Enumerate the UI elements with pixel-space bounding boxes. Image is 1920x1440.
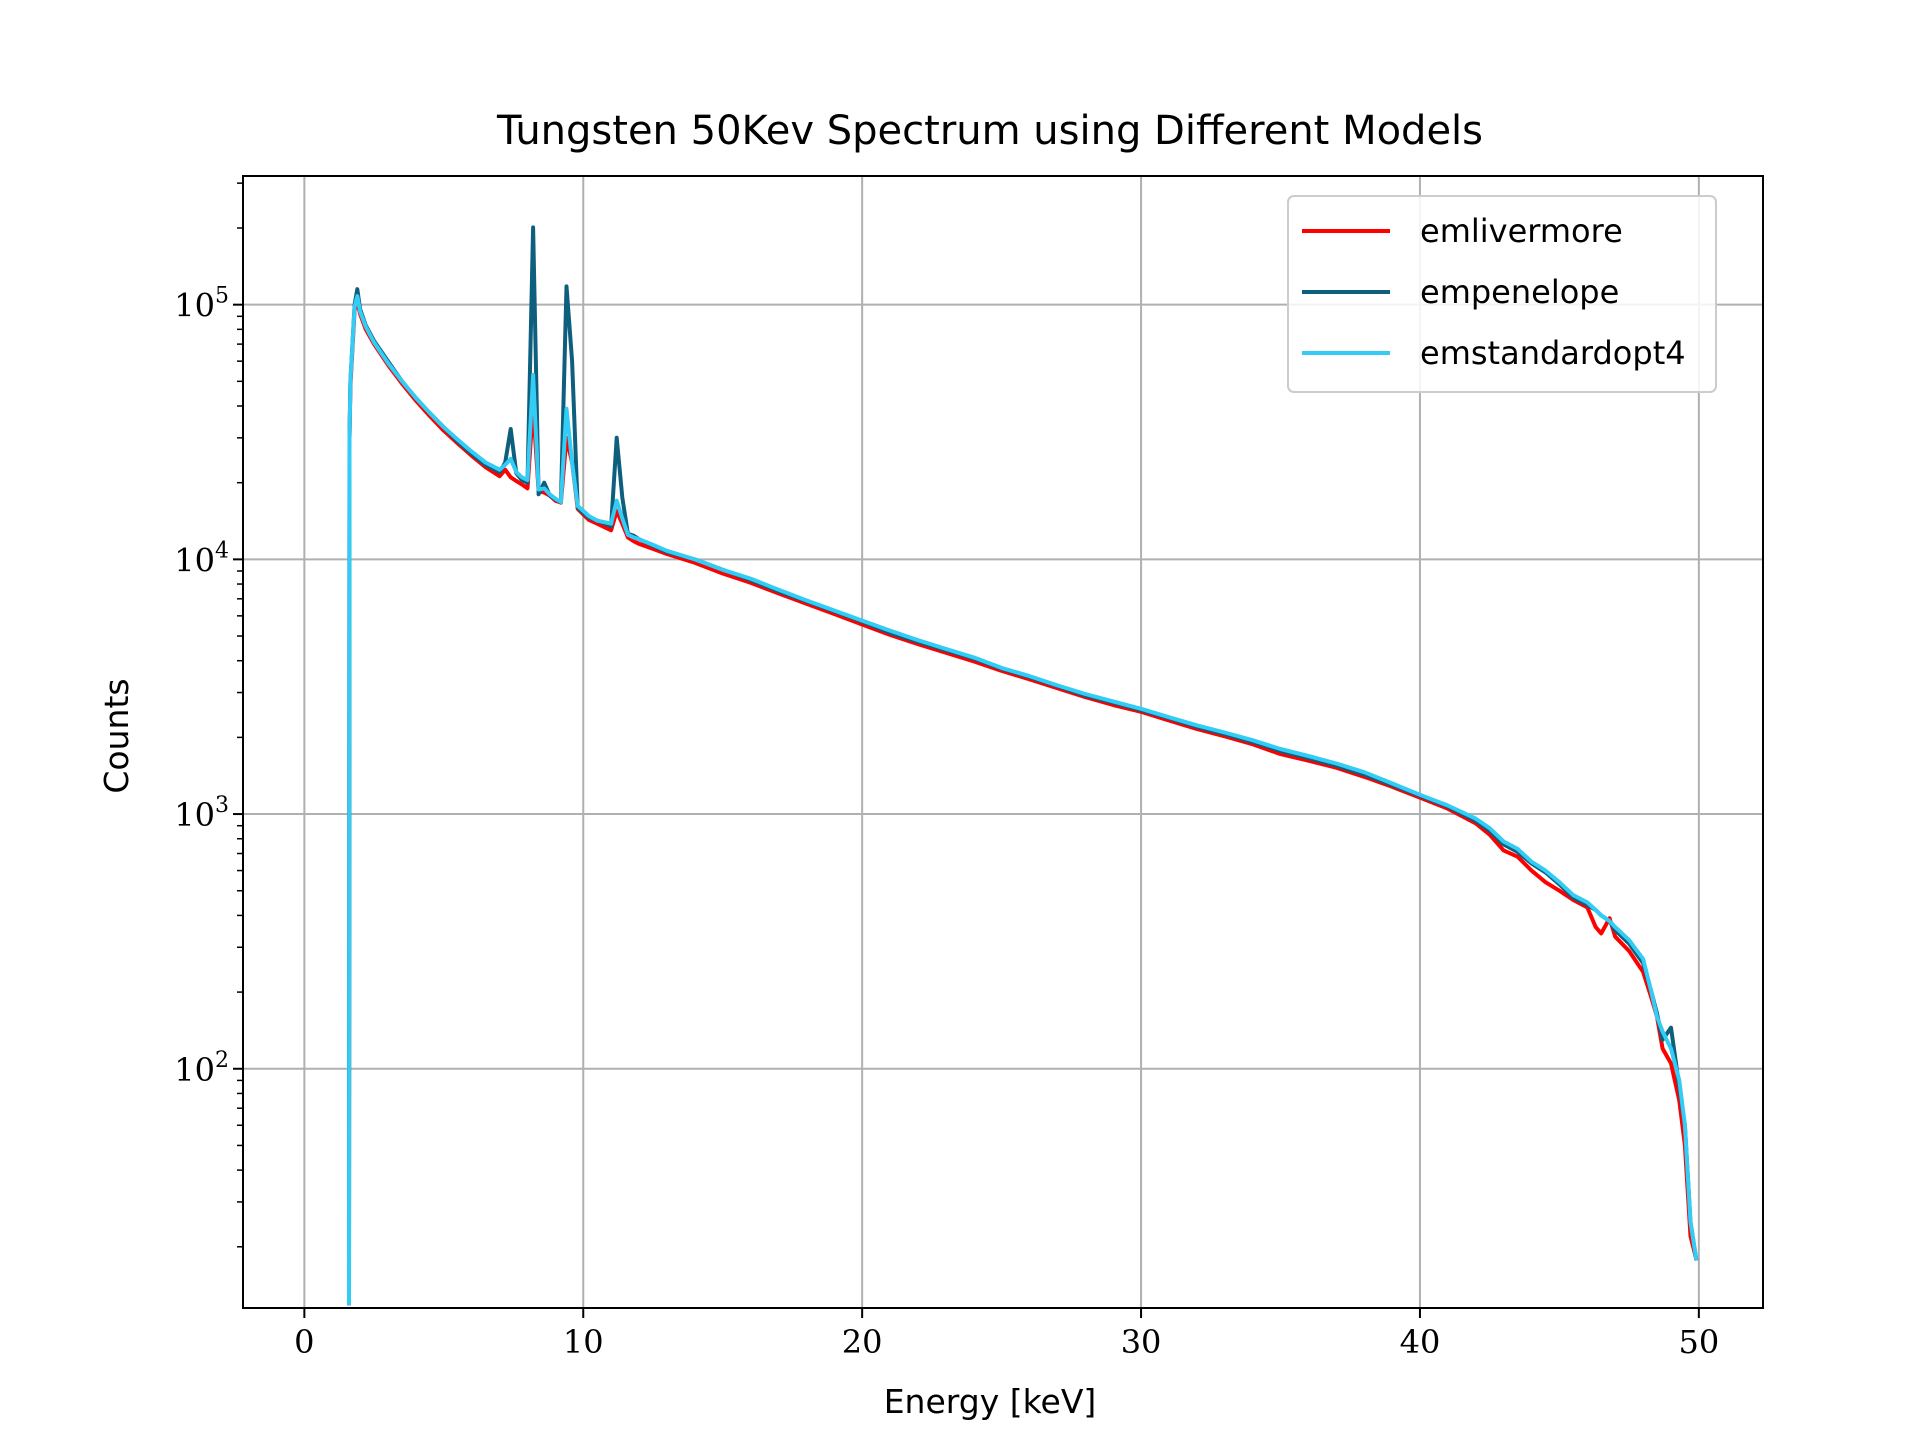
x-tick-label: 30 <box>1121 1323 1162 1361</box>
y-tick-base: 10 <box>174 541 215 579</box>
y-tick-label: 105 <box>174 284 229 325</box>
y-tick-exponent: 3 <box>215 793 229 818</box>
y-tick-label: 102 <box>174 1048 229 1089</box>
axes-frame <box>242 175 1764 1309</box>
y-axis-label: Counts <box>97 678 136 793</box>
chart-title: Tungsten 50Kev Spectrum using Different … <box>496 108 1483 154</box>
legend-label-empenelope: empenelope <box>1420 273 1619 311</box>
y-tick-exponent: 5 <box>215 284 229 309</box>
series-line-emstandardopt4 <box>346 294 1699 1306</box>
x-axis-label: Energy [keV] <box>884 1382 1097 1421</box>
y-tick-label: 104 <box>174 538 229 579</box>
series-line-emlivermore <box>346 299 1699 1306</box>
x-tick-label: 40 <box>1400 1323 1441 1361</box>
y-tick-exponent: 2 <box>215 1048 229 1073</box>
y-tick-base: 10 <box>174 1051 215 1089</box>
legend: emlivermore empenelope emstandardopt4 <box>1287 195 1717 393</box>
y-tick-exponent: 4 <box>215 538 229 563</box>
legend-label-emlivermore: emlivermore <box>1420 212 1623 250</box>
series-lines <box>346 225 1699 1306</box>
x-tick-label: 10 <box>563 1323 604 1361</box>
x-tick-label: 0 <box>294 1323 314 1361</box>
y-tick-label: 103 <box>174 793 229 834</box>
x-tick-label: 50 <box>1678 1323 1719 1361</box>
y-tick-base: 10 <box>174 287 215 325</box>
legend-box <box>1287 195 1717 393</box>
legend-label-emstandardopt4: emstandardopt4 <box>1420 334 1686 372</box>
x-tick-label: 20 <box>842 1323 883 1361</box>
y-tick-base: 10 <box>174 796 215 834</box>
